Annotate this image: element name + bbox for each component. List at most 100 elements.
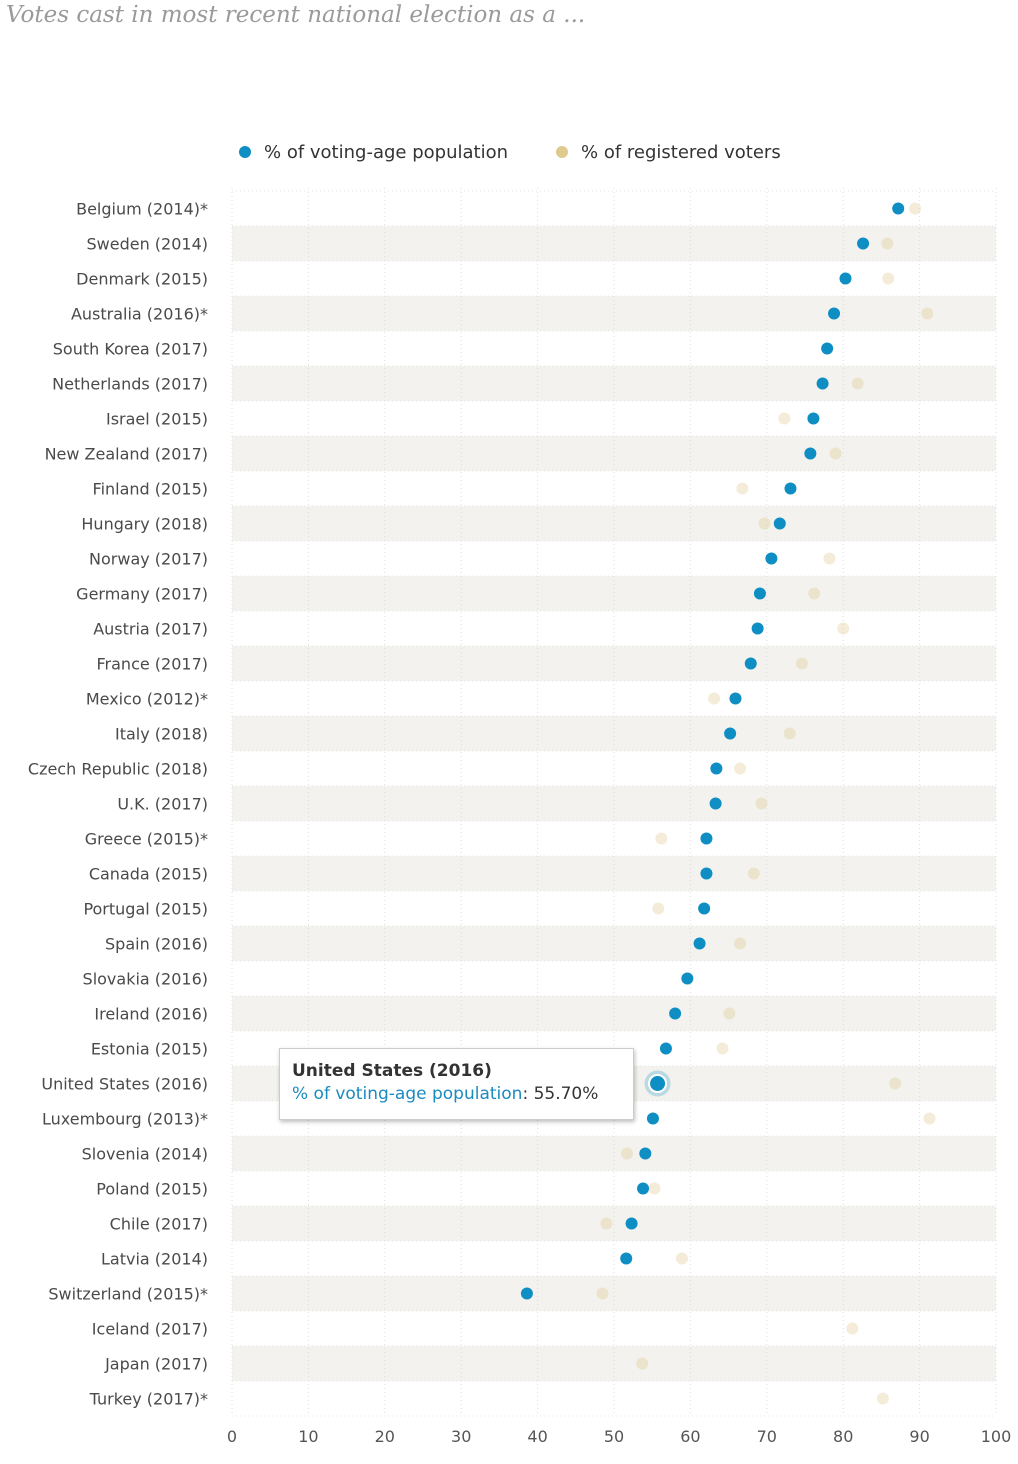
dot-voting-age-netherlands-2017[interactable]	[816, 377, 829, 390]
dot-voting-age-chile-2017[interactable]	[625, 1217, 638, 1230]
row-band	[232, 226, 996, 261]
dot-voting-age-ireland-2016[interactable]	[669, 1007, 682, 1020]
highlight-layer	[644, 1070, 671, 1097]
row-band	[232, 1206, 996, 1241]
dot-registered-spain-2016[interactable]	[734, 937, 747, 950]
dot-registered-poland-2015[interactable]	[648, 1182, 661, 1195]
series-registered-voters[interactable]	[596, 202, 936, 1405]
dot-registered-hungary-2018[interactable]	[758, 517, 771, 530]
dot-registered-chile-2017[interactable]	[600, 1217, 613, 1230]
x-axis-ticks: 0 10 20 30 40 50 60 70 80 90 100	[227, 1427, 1011, 1446]
dot-registered-turkey-2017[interactable]	[876, 1392, 889, 1405]
dot-voting-age-slovakia-2016[interactable]	[681, 972, 694, 985]
category-label: Sweden (2014)	[86, 235, 208, 254]
x-tick-label: 50	[604, 1427, 624, 1446]
dot-voting-age-belgium-2014[interactable]	[892, 202, 905, 215]
dot-registered-canada-2015[interactable]	[747, 867, 760, 880]
dot-registered-portugal-2015[interactable]	[652, 902, 665, 915]
dot-registered-norway-2017[interactable]	[823, 552, 836, 565]
dot-registered-israel-2015[interactable]	[778, 412, 791, 425]
category-label: Czech Republic (2018)	[28, 760, 208, 779]
x-tick-label: 100	[981, 1427, 1012, 1446]
dot-voting-age-new-zealand-2017[interactable]	[804, 447, 817, 460]
dot-voting-age-sweden-2014[interactable]	[857, 237, 870, 250]
dot-voting-age-denmark-2015[interactable]	[839, 272, 852, 285]
dot-registered-greece-2015[interactable]	[655, 832, 668, 845]
dot-registered-mexico-2012[interactable]	[708, 692, 721, 705]
dot-registered-sweden-2014[interactable]	[881, 237, 894, 250]
legend-item-of-voting-age-population[interactable]: % of voting-age population	[239, 142, 508, 163]
dot-registered-germany-2017[interactable]	[808, 587, 821, 600]
x-gridlines	[231, 188, 997, 1417]
legend[interactable]: % of voting-age population % of registere…	[239, 142, 781, 163]
category-label: United States (2016)	[41, 1075, 208, 1094]
dot-voting-age-mexico-2012[interactable]	[729, 692, 742, 705]
category-label: Denmark (2015)	[76, 270, 208, 289]
category-label: Slovakia (2016)	[83, 970, 208, 989]
dot-registered-denmark-2015[interactable]	[882, 272, 895, 285]
category-label: Portugal (2015)	[83, 900, 208, 919]
dot-registered-united-states-2016[interactable]	[889, 1077, 902, 1090]
dot-voting-age-finland-2015[interactable]	[784, 482, 797, 495]
row-band	[232, 926, 996, 961]
dot-voting-age-estonia-2015[interactable]	[659, 1042, 672, 1055]
dot-voting-age-czech-republic-2018[interactable]	[710, 762, 723, 775]
dot-registered-austria-2017[interactable]	[837, 622, 850, 635]
x-tick-label: 40	[527, 1427, 547, 1446]
category-labels: Belgium (2014)* Sweden (2014) Denmark (201…	[28, 200, 208, 1409]
dot-voting-age-slovenia-2014[interactable]	[639, 1147, 652, 1160]
dot-voting-age-germany-2017[interactable]	[753, 587, 766, 600]
dot-registered-iceland-2017[interactable]	[846, 1322, 859, 1335]
dot-registered-italy-2018[interactable]	[783, 727, 796, 740]
dot-voting-age-hungary-2018[interactable]	[773, 517, 786, 530]
dot-voting-age-australia-2016[interactable]	[828, 307, 841, 320]
dot-voting-age-latvia-2014[interactable]	[620, 1252, 633, 1265]
category-label: Australia (2016)*	[71, 305, 208, 324]
dot-voting-age-poland-2015[interactable]	[637, 1182, 650, 1195]
dot-registered-australia-2016[interactable]	[921, 307, 934, 320]
dot-registered-ireland-2016[interactable]	[723, 1007, 736, 1020]
dot-voting-age-israel-2015[interactable]	[807, 412, 820, 425]
dot-registered-switzerland-2015[interactable]	[596, 1287, 609, 1300]
category-label: Norway (2017)	[89, 550, 208, 569]
dot-voting-age-switzerland-2015[interactable]	[520, 1287, 533, 1300]
dot-voting-age-france-2017[interactable]	[744, 657, 757, 670]
dot-registered-france-2017[interactable]	[795, 657, 808, 670]
dot-registered-finland-2015[interactable]	[736, 482, 749, 495]
dot-registered-latvia-2014[interactable]	[675, 1252, 688, 1265]
dot-voting-age-luxembourg-2013[interactable]	[646, 1112, 659, 1125]
category-label: U.K. (2017)	[117, 795, 208, 814]
category-label: Switzerland (2015)*	[48, 1285, 208, 1304]
row-band	[232, 506, 996, 541]
x-tick-label: 10	[298, 1427, 318, 1446]
dot-voting-age-portugal-2015[interactable]	[698, 902, 711, 915]
legend-item-of-registered-voters[interactable]: % of registered voters	[556, 142, 781, 163]
dot-voting-age-austria-2017[interactable]	[751, 622, 764, 635]
dot-registered-belgium-2014[interactable]	[909, 202, 922, 215]
category-label: Spain (2016)	[105, 935, 208, 954]
category-label: Canada (2015)	[89, 865, 208, 884]
x-tick-label: 80	[833, 1427, 853, 1446]
highlighted-dot[interactable]	[648, 1074, 668, 1093]
dot-voting-age-canada-2015[interactable]	[700, 867, 713, 880]
dot-registered-u-k-2017[interactable]	[755, 797, 768, 810]
dot-voting-age-south-korea-2017[interactable]	[821, 342, 834, 355]
tooltip: United States (2016) % of voting-age pop…	[279, 1048, 634, 1120]
chart-title: Votes cast in most recent national elect…	[6, 2, 586, 28]
dot-voting-age-spain-2016[interactable]	[693, 937, 706, 950]
category-label: Poland (2015)	[96, 1180, 208, 1199]
dot-registered-netherlands-2017[interactable]	[851, 377, 864, 390]
dot-voting-age-greece-2015[interactable]	[700, 832, 713, 845]
dot-registered-luxembourg-2013[interactable]	[923, 1112, 936, 1125]
dot-voting-age-italy-2018[interactable]	[724, 727, 737, 740]
dot-registered-estonia-2015[interactable]	[716, 1042, 729, 1055]
dot-registered-czech-republic-2018[interactable]	[734, 762, 747, 775]
dot-registered-new-zealand-2017[interactable]	[829, 447, 842, 460]
dot-registered-slovenia-2014[interactable]	[620, 1147, 633, 1160]
dot-voting-age-norway-2017[interactable]	[765, 552, 778, 565]
category-label: Belgium (2014)*	[76, 200, 208, 219]
dot-registered-japan-2017[interactable]	[636, 1357, 649, 1370]
dot-voting-age-u-k-2017[interactable]	[709, 797, 722, 810]
category-label: Greece (2015)*	[85, 830, 208, 849]
